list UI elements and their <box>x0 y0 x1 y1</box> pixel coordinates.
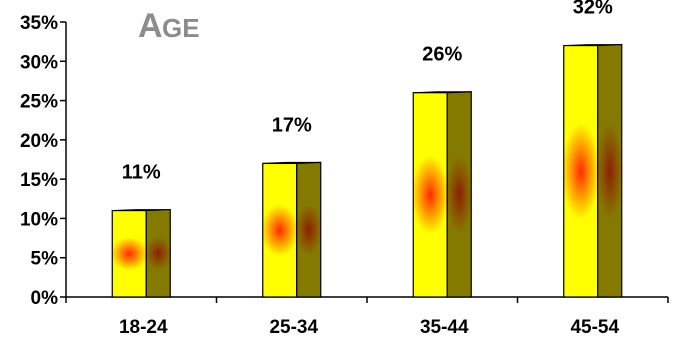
bar-side-face <box>446 91 472 298</box>
y-tick-label: 5% <box>31 249 59 270</box>
chart-title: A GE <box>138 7 200 45</box>
bar-45-54 <box>563 43 623 298</box>
data-label: 11% <box>122 162 161 184</box>
bar-front-face <box>111 209 147 298</box>
bar-side-face <box>597 43 623 298</box>
y-tick-label: 35% <box>20 13 58 34</box>
bar-side-face <box>145 208 171 298</box>
bar-18-24 <box>111 208 171 298</box>
chart-title-rest: GE <box>162 13 200 43</box>
chart-title-first-letter: A <box>138 7 163 45</box>
y-tick-label: 20% <box>20 131 58 152</box>
category-labels: 18-24 25-34 35-44 45-54 <box>119 317 620 337</box>
data-label: 26% <box>422 44 462 66</box>
x-tick-label: 25-34 <box>269 317 318 337</box>
y-tick-label: 25% <box>20 92 58 113</box>
y-axis: 0% 5% 10% 15% 20% 25% 30% 35% <box>20 13 67 309</box>
y-tick-label: 30% <box>20 52 58 73</box>
x-tick-label: 18-24 <box>119 317 168 337</box>
data-label: 17% <box>272 114 312 136</box>
data-label: 32% <box>573 0 613 19</box>
x-tick-label: 35-44 <box>420 317 469 337</box>
bar-35-44 <box>412 91 472 298</box>
bar-front-face <box>563 44 599 298</box>
x-tick-label: 45-54 <box>570 317 619 337</box>
bar-25-34 <box>262 161 322 298</box>
bar-front-face <box>262 162 298 298</box>
bar-front-face <box>412 92 448 298</box>
bars <box>111 43 623 298</box>
data-labels: 11% 17% 26% 32% <box>122 0 613 184</box>
y-tick-label: 0% <box>31 288 59 309</box>
bar-side-face <box>296 161 322 298</box>
y-tick-label: 15% <box>20 170 58 191</box>
x-axis <box>65 296 669 303</box>
y-tick-label: 10% <box>20 209 58 230</box>
